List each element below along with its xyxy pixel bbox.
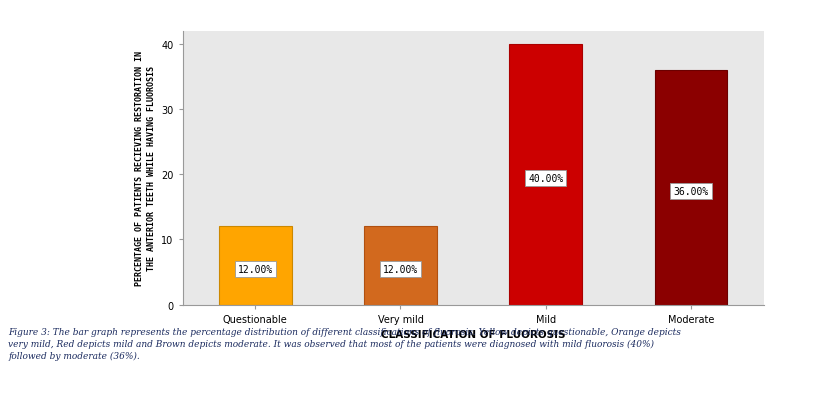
Bar	[219, 227, 291, 305]
X-axis label: CLASSIFICATION OF FLUOROSIS: CLASSIFICATION OF FLUOROSIS	[381, 329, 565, 339]
Text: Figure 3: The bar graph represents the percentage distribution of different clas: Figure 3: The bar graph represents the p…	[8, 327, 681, 360]
Bar	[364, 227, 437, 305]
Text: 36.00%: 36.00%	[673, 186, 709, 196]
Bar	[510, 45, 582, 305]
Bar	[655, 71, 727, 305]
Text: 12.00%: 12.00%	[237, 264, 273, 274]
Y-axis label: PERCENTAGE OF PATIENTS RECIEVING RESTORATION IN
THE ANTERIOR TEETH WHILE HAVING : PERCENTAGE OF PATIENTS RECIEVING RESTORA…	[134, 51, 156, 286]
Text: 40.00%: 40.00%	[528, 173, 564, 183]
Text: 12.00%: 12.00%	[383, 264, 418, 274]
